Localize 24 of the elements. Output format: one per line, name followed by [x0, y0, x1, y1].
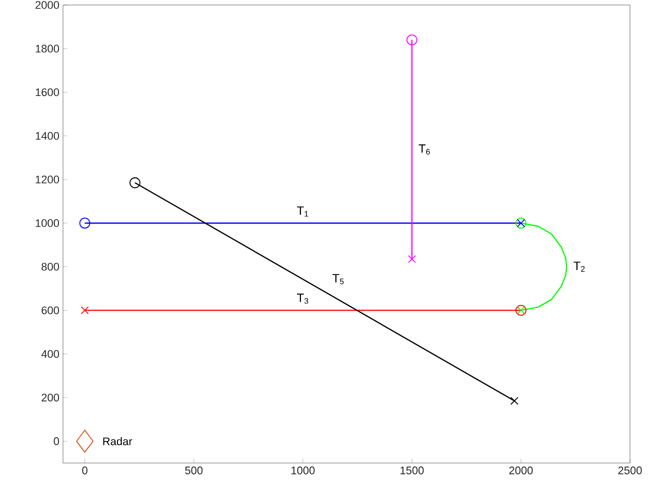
y-tick-label: 1000 — [36, 219, 60, 227]
x-tick-label: 1500 — [400, 466, 424, 474]
y-tick-label: 200 — [42, 394, 60, 402]
y-tick-label: 0 — [54, 437, 60, 446]
series-label: T$_{3}$ — [297, 294, 308, 304]
y-tick-label: 600 — [42, 306, 60, 314]
series-label: T$_{5}$ — [332, 274, 344, 284]
series-label: T$_{6}$ — [418, 144, 430, 155]
x-tick-label: 1000 — [291, 466, 315, 474]
x-tick-label: 2500 — [618, 466, 642, 474]
y-tick-label: 800 — [42, 262, 60, 271]
series-label: T$_{1}$ — [297, 206, 308, 217]
y-tick-label: 1600 — [36, 88, 60, 96]
y-tick-label: 400 — [41, 350, 60, 358]
series-label: T$_{2}$ — [574, 262, 585, 272]
series-label: Radar — [103, 437, 132, 446]
x-tick-label: 0 — [82, 466, 88, 474]
x-tick-label: 500 — [185, 466, 203, 474]
y-tick-label: 1400 — [36, 132, 60, 140]
x-tick-label: 2000 — [509, 466, 533, 474]
y-tick-label: 2000 — [36, 1, 60, 9]
point — [76, 430, 94, 453]
y-tick-label: 1200 — [36, 176, 60, 184]
y-tick-label: 1800 — [36, 44, 60, 53]
